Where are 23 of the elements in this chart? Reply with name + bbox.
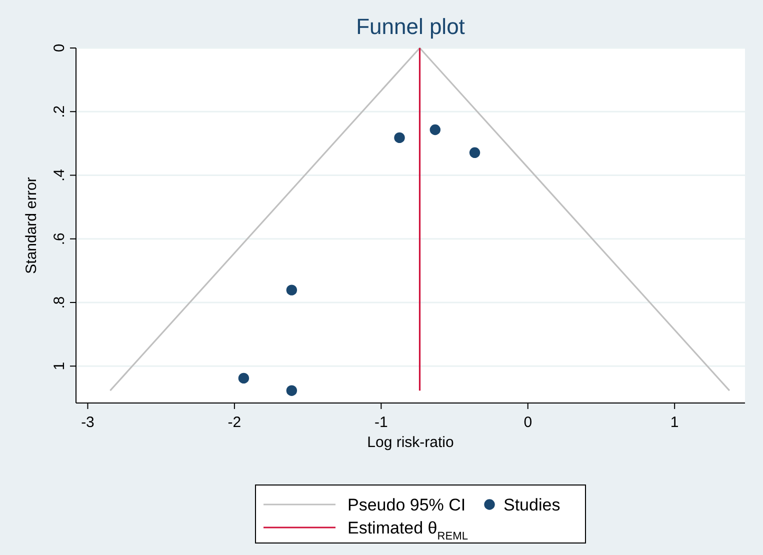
point	[469, 147, 480, 158]
point	[286, 284, 298, 296]
legend-label: Estimated θ$_{REML}$	[348, 518, 468, 542]
y-tick-label: .2	[51, 105, 68, 118]
y-tick-label: 1	[51, 362, 68, 370]
x-tick-label: 0	[524, 414, 532, 431]
x-tick-label: -3	[81, 414, 94, 431]
x-tick-label: 1	[670, 414, 679, 431]
point	[286, 385, 298, 396]
chart-title: Funnel plot	[356, 14, 465, 39]
y-axis-title: Standard error	[23, 177, 40, 274]
point	[394, 132, 405, 144]
y-tick-label: 0	[51, 44, 68, 52]
y-tick-label: .6	[51, 232, 68, 246]
point	[430, 124, 440, 136]
legend-label: Pseudo 95% CI	[348, 496, 466, 514]
x-tick-label: -2	[228, 414, 242, 431]
y-tick-label: .4	[51, 168, 68, 182]
point	[238, 372, 250, 384]
y-tick-label: .8	[51, 296, 68, 309]
x-tick-label: -1	[374, 414, 388, 431]
legend-label: Studies	[504, 496, 560, 514]
x-axis-title: Log risk-ratio	[367, 434, 454, 451]
